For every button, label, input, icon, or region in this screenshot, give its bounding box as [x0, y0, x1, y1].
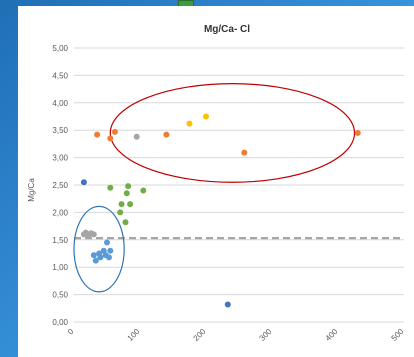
- y-tick-label: 0,00: [52, 318, 68, 327]
- y-tick-label: 1,50: [52, 236, 68, 245]
- data-point: [118, 201, 125, 208]
- y-tick-label: 0,50: [52, 291, 68, 300]
- annotation-ellipse: [73, 205, 125, 293]
- y-tick-label: 4,00: [52, 99, 68, 108]
- x-tick-label: 400: [324, 327, 340, 343]
- y-axis-title: Mg/Ca: [27, 178, 36, 202]
- y-tick-label: 3,00: [52, 154, 68, 163]
- data-point: [224, 301, 231, 308]
- data-point: [105, 254, 112, 261]
- data-point: [133, 133, 140, 140]
- data-point: [107, 135, 114, 142]
- data-point: [186, 120, 193, 127]
- x-tick-label: 200: [192, 327, 208, 343]
- data-point: [111, 128, 118, 135]
- data-point: [94, 131, 101, 138]
- data-point: [163, 131, 170, 138]
- data-point: [107, 247, 114, 254]
- data-point: [241, 149, 248, 156]
- annotation-ellipse: [109, 83, 356, 183]
- y-tick-label: 1,00: [52, 263, 68, 272]
- data-point: [125, 183, 132, 190]
- chart-title: Mg/Ca- Cl: [204, 24, 250, 35]
- data-point: [107, 184, 114, 191]
- data-point: [90, 252, 97, 259]
- data-point: [117, 209, 124, 216]
- data-point: [127, 201, 134, 208]
- x-tick-label: 300: [258, 327, 274, 343]
- data-point: [104, 239, 110, 246]
- y-tick-label: 3,50: [52, 126, 68, 135]
- data-point: [123, 190, 130, 197]
- data-point: [140, 187, 147, 194]
- y-tick-label: 2,00: [52, 208, 68, 217]
- data-point: [90, 231, 97, 238]
- data-point: [80, 179, 87, 186]
- data-point: [122, 219, 129, 226]
- data-point: [203, 113, 209, 120]
- x-tick-label: 500: [390, 327, 406, 343]
- data-point: [354, 129, 361, 136]
- x-tick-label: 0: [66, 327, 76, 337]
- data-point: [92, 257, 99, 264]
- y-tick-label: 4,50: [52, 71, 68, 80]
- x-tick-label: 100: [126, 327, 142, 343]
- chart-panel: Mg/Ca- Cl Mg/Ca 0,00 0,50 1,00 1,50 2,00 2,50…: [18, 6, 414, 357]
- scatter-chart: Mg/Ca- Cl Mg/Ca 0,00 0,50 1,00 1,50 2,00 2,50…: [27, 24, 406, 343]
- data-point: [97, 254, 104, 261]
- y-tick-label: 5,00: [52, 44, 68, 53]
- y-tick-label: 2,50: [52, 181, 68, 190]
